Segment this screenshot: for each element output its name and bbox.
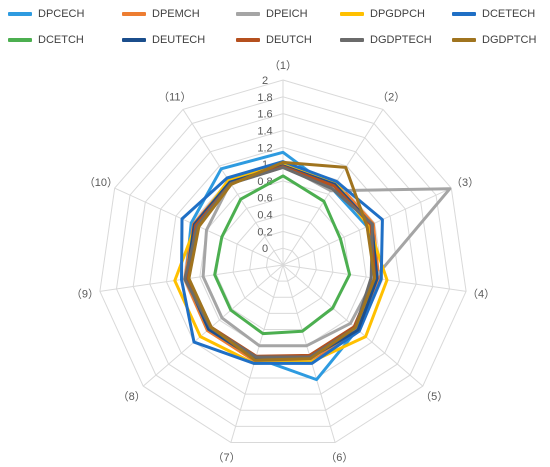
legend-row-1: DPCECH DPEMCH DPEICH DPGDPCH DCETECH <box>0 8 550 26</box>
grid-spoke <box>282 109 384 266</box>
legend-swatch <box>122 38 146 42</box>
legend-swatch <box>8 38 32 42</box>
axis-label: （2） <box>377 91 405 104</box>
legend-label: DEUTECH <box>152 34 206 46</box>
legend-item: DCETCH <box>8 34 84 46</box>
grid-ring <box>165 146 401 379</box>
legend-item: DEUTECH <box>122 34 205 46</box>
legend-label: DGDPTCH <box>482 34 537 46</box>
legend-swatch <box>236 12 260 16</box>
legend-swatch <box>8 12 32 16</box>
legend-label: DCETECH <box>482 8 536 20</box>
legend-swatch <box>452 38 476 42</box>
legend-swatch <box>236 38 260 42</box>
legend-row-2: DCETCH DEUTECH DEUTCH DGDPTECH DGDPTCH <box>0 34 550 52</box>
tick-label: 1.6 <box>257 109 272 121</box>
legend-item: DGDPTCH <box>452 34 536 46</box>
legend-label: DGDPTECH <box>370 34 432 46</box>
legend-swatch <box>340 38 364 42</box>
grid-ring <box>99 79 467 443</box>
axis-label: （1） <box>269 59 297 72</box>
grid-spoke <box>230 264 284 443</box>
series-line-dcetch <box>213 174 352 336</box>
grid-ring <box>149 129 417 395</box>
legend-label: DCETCH <box>38 34 84 46</box>
grid-spoke <box>182 109 284 266</box>
legend-item: DGDPTECH <box>340 34 432 46</box>
axis-label: （10） <box>84 176 118 189</box>
tick-label: 0 <box>262 243 268 255</box>
legend-item: DEUTCH <box>236 34 312 46</box>
tick-label: 2 <box>262 75 268 87</box>
grid-spoke <box>142 264 284 387</box>
grid-spoke <box>282 264 424 387</box>
legend-item: DPGDPCH <box>340 8 425 20</box>
axis-label: （3） <box>451 176 479 189</box>
grid-ring <box>232 213 334 314</box>
legend-label: DEUTCH <box>266 34 312 46</box>
grid-ring <box>249 230 317 298</box>
tick-label: 0.2 <box>257 226 272 238</box>
tick-label: 0.6 <box>257 193 272 205</box>
grid-ring <box>265 247 301 282</box>
grid-ring <box>132 113 434 411</box>
series-line-dgdptech <box>183 166 374 359</box>
legend-label: DPEMCH <box>152 8 200 20</box>
legend-item: DPEICH <box>236 8 308 20</box>
legend-label: DPEICH <box>266 8 308 20</box>
tick-label: 1.8 <box>257 92 272 104</box>
axis-label: （8） <box>118 390 146 403</box>
series-line-dpcech <box>184 150 381 382</box>
tick-label: 1 <box>262 159 268 171</box>
legend-swatch <box>122 12 146 16</box>
legend-swatch <box>340 12 364 16</box>
tick-label: 0.4 <box>257 210 272 222</box>
axis-label: （11） <box>158 91 191 104</box>
grid-ring <box>115 96 451 427</box>
tick-label: 1.4 <box>257 125 272 137</box>
axis-label: （5） <box>420 390 448 403</box>
grid-spoke <box>99 264 284 292</box>
series-line-dcetech <box>180 160 384 365</box>
axis-label: （4） <box>467 287 495 300</box>
legend-label: DPGDPCH <box>370 8 426 20</box>
grid-ring <box>215 197 351 330</box>
series-line-dpeich <box>201 163 452 348</box>
series-line-dgdptch <box>187 160 377 362</box>
legend-item: DCETECH <box>452 8 535 20</box>
grid-spoke <box>282 264 336 443</box>
legend-item: DPCECH <box>8 8 84 20</box>
tick-label: 1.2 <box>257 142 272 154</box>
legend-item: DPEMCH <box>122 8 200 20</box>
axis-label: （9） <box>71 287 99 300</box>
legend-swatch <box>452 12 476 16</box>
axis-label: （7） <box>213 451 241 464</box>
axis-label: （6） <box>325 451 353 464</box>
legend-label: DPCECH <box>38 8 85 20</box>
